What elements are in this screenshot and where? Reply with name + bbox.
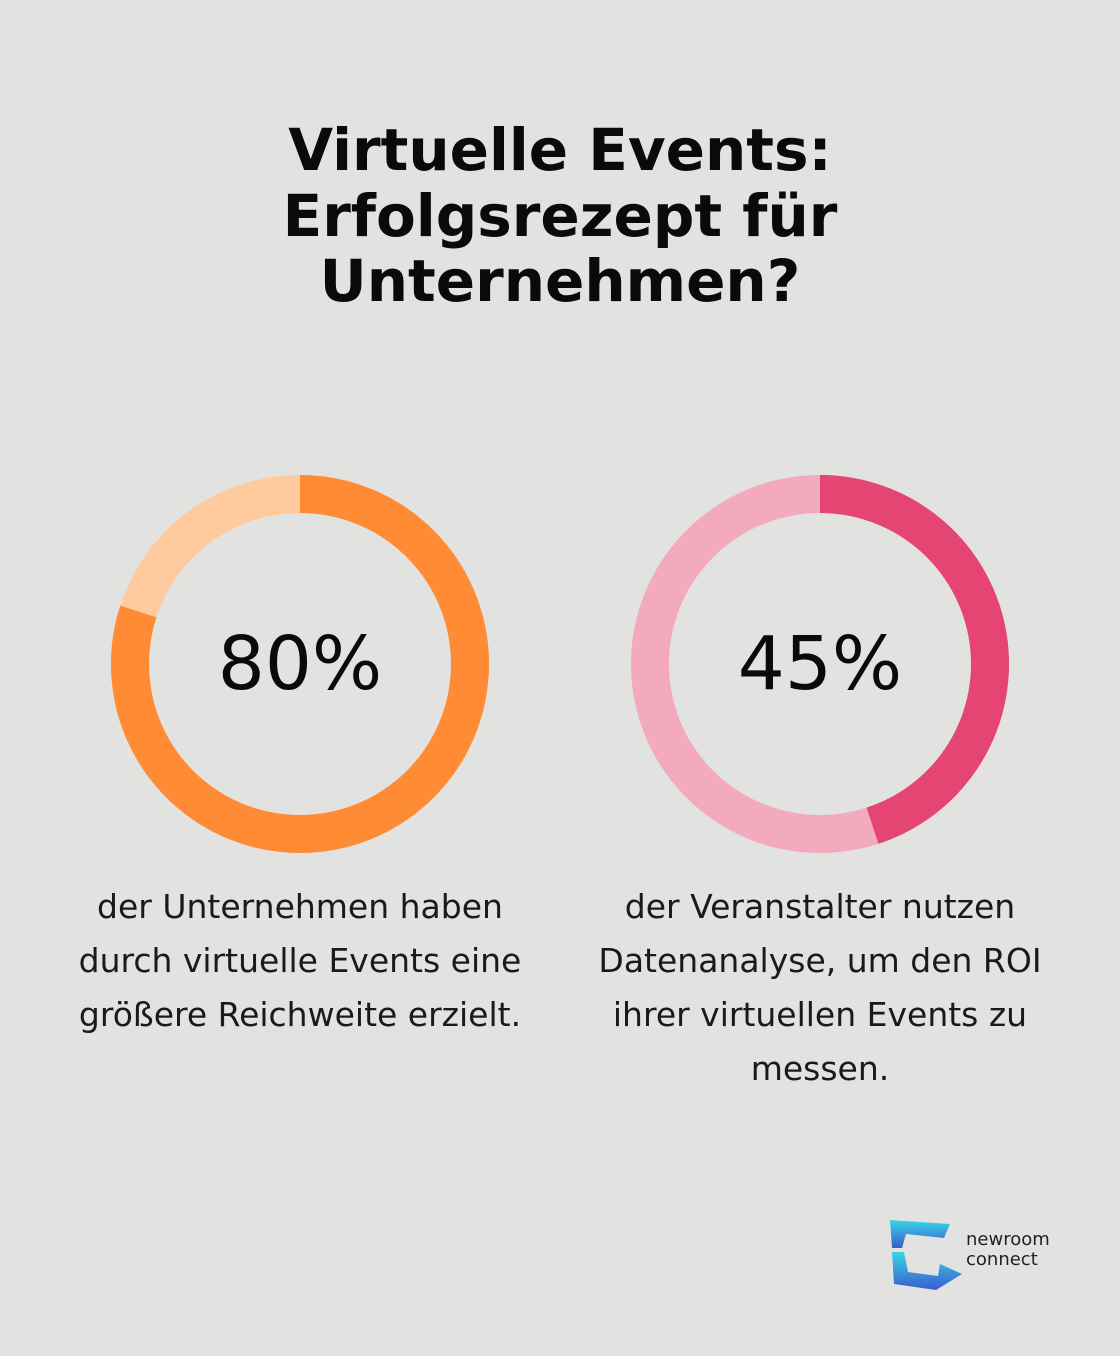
logo-upper-shape xyxy=(890,1220,950,1248)
page-title: Virtuelle Events: Erfolgsrezept für Unte… xyxy=(0,116,1120,316)
caption-line: größere Reichweite erzielt. xyxy=(78,995,522,1034)
stat-reach: 80% der Unternehmen haben durch virtuell… xyxy=(40,470,560,1042)
stat-caption: der Veranstalter nutzen Datenanalyse, um… xyxy=(560,880,1080,1096)
donut-value-arc xyxy=(111,475,489,853)
title-line-3: Unternehmen? xyxy=(319,247,801,316)
title-line-1: Virtuelle Events: xyxy=(288,116,832,184)
brand-logo: newroom connect xyxy=(888,1218,1068,1294)
donut-percentage-label: 80% xyxy=(218,621,382,707)
caption-line: Datenanalyse, um den ROI xyxy=(598,941,1042,980)
donut-value-arc xyxy=(819,475,1009,844)
newroom-connect-logo-icon xyxy=(890,1220,962,1290)
caption-line: messen. xyxy=(750,1049,890,1088)
caption-line: ihrer virtuellen Events zu xyxy=(612,995,1028,1034)
brand-name-line: newroom xyxy=(966,1229,1050,1250)
title-line-2: Erfolgsrezept für xyxy=(282,181,838,250)
donut-chart-roi: 45% xyxy=(631,475,1009,853)
caption-line: durch virtuelle Events eine xyxy=(78,941,522,980)
stat-data-analysis: 45% der Veranstalter nutzen Datenanalyse… xyxy=(560,470,1080,1096)
caption-line: der Unternehmen haben xyxy=(97,887,503,926)
donut-percentage-label: 45% xyxy=(738,621,902,707)
brand-name-line: connect xyxy=(966,1249,1038,1270)
caption-line: der Veranstalter nutzen xyxy=(624,887,1016,926)
brand-name: newroom connect xyxy=(966,1230,1050,1270)
logo-lower-shape xyxy=(892,1252,962,1290)
stat-caption: der Unternehmen haben durch virtuelle Ev… xyxy=(40,880,560,1042)
donut-chart-reach: 80% xyxy=(111,475,489,853)
